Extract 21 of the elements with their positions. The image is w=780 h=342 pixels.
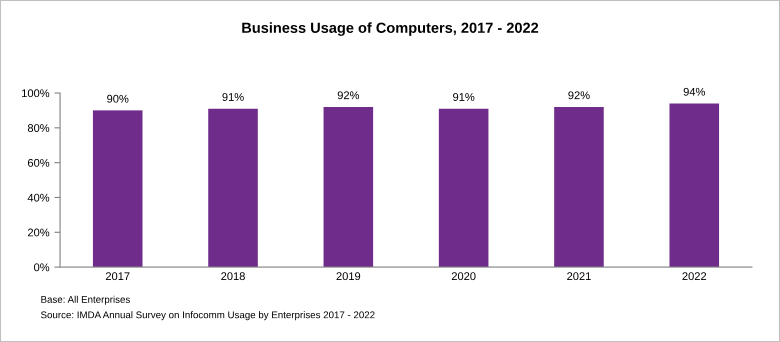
text: Base: All Enterprises: [41, 296, 130, 305]
data-label: 90%: [107, 94, 128, 103]
data-label: 92%: [338, 91, 360, 100]
x-tick-label: 2020: [452, 272, 476, 280]
x-tick-label: 2019: [336, 272, 360, 280]
x-tick-label: 2018: [221, 272, 245, 280]
y-tick-label: 100%: [22, 89, 50, 98]
data-label: 94%: [684, 88, 705, 96]
y-tick-label: 0%: [34, 263, 50, 272]
y-tick-label: 60%: [28, 158, 50, 167]
chart-title: Business Usage of Computers, 2017 - 2022: [242, 22, 538, 36]
y-tick-label: 40%: [28, 194, 50, 202]
y-tick-label: 20%: [28, 228, 50, 236]
data-label: 92%: [568, 91, 590, 100]
data-label: 91%: [453, 93, 474, 101]
x-tick-label: 2017: [106, 272, 130, 280]
source-note: Source: IMDA Annual Survey on Infocomm Usage by Enterprises 2017 - 2022: [41, 311, 375, 320]
data-label: 91%: [222, 93, 244, 101]
y-tick-label: 80%: [28, 124, 50, 132]
x-tick-label: 2021: [567, 272, 591, 280]
x-tick-label: 2022: [682, 272, 706, 280]
